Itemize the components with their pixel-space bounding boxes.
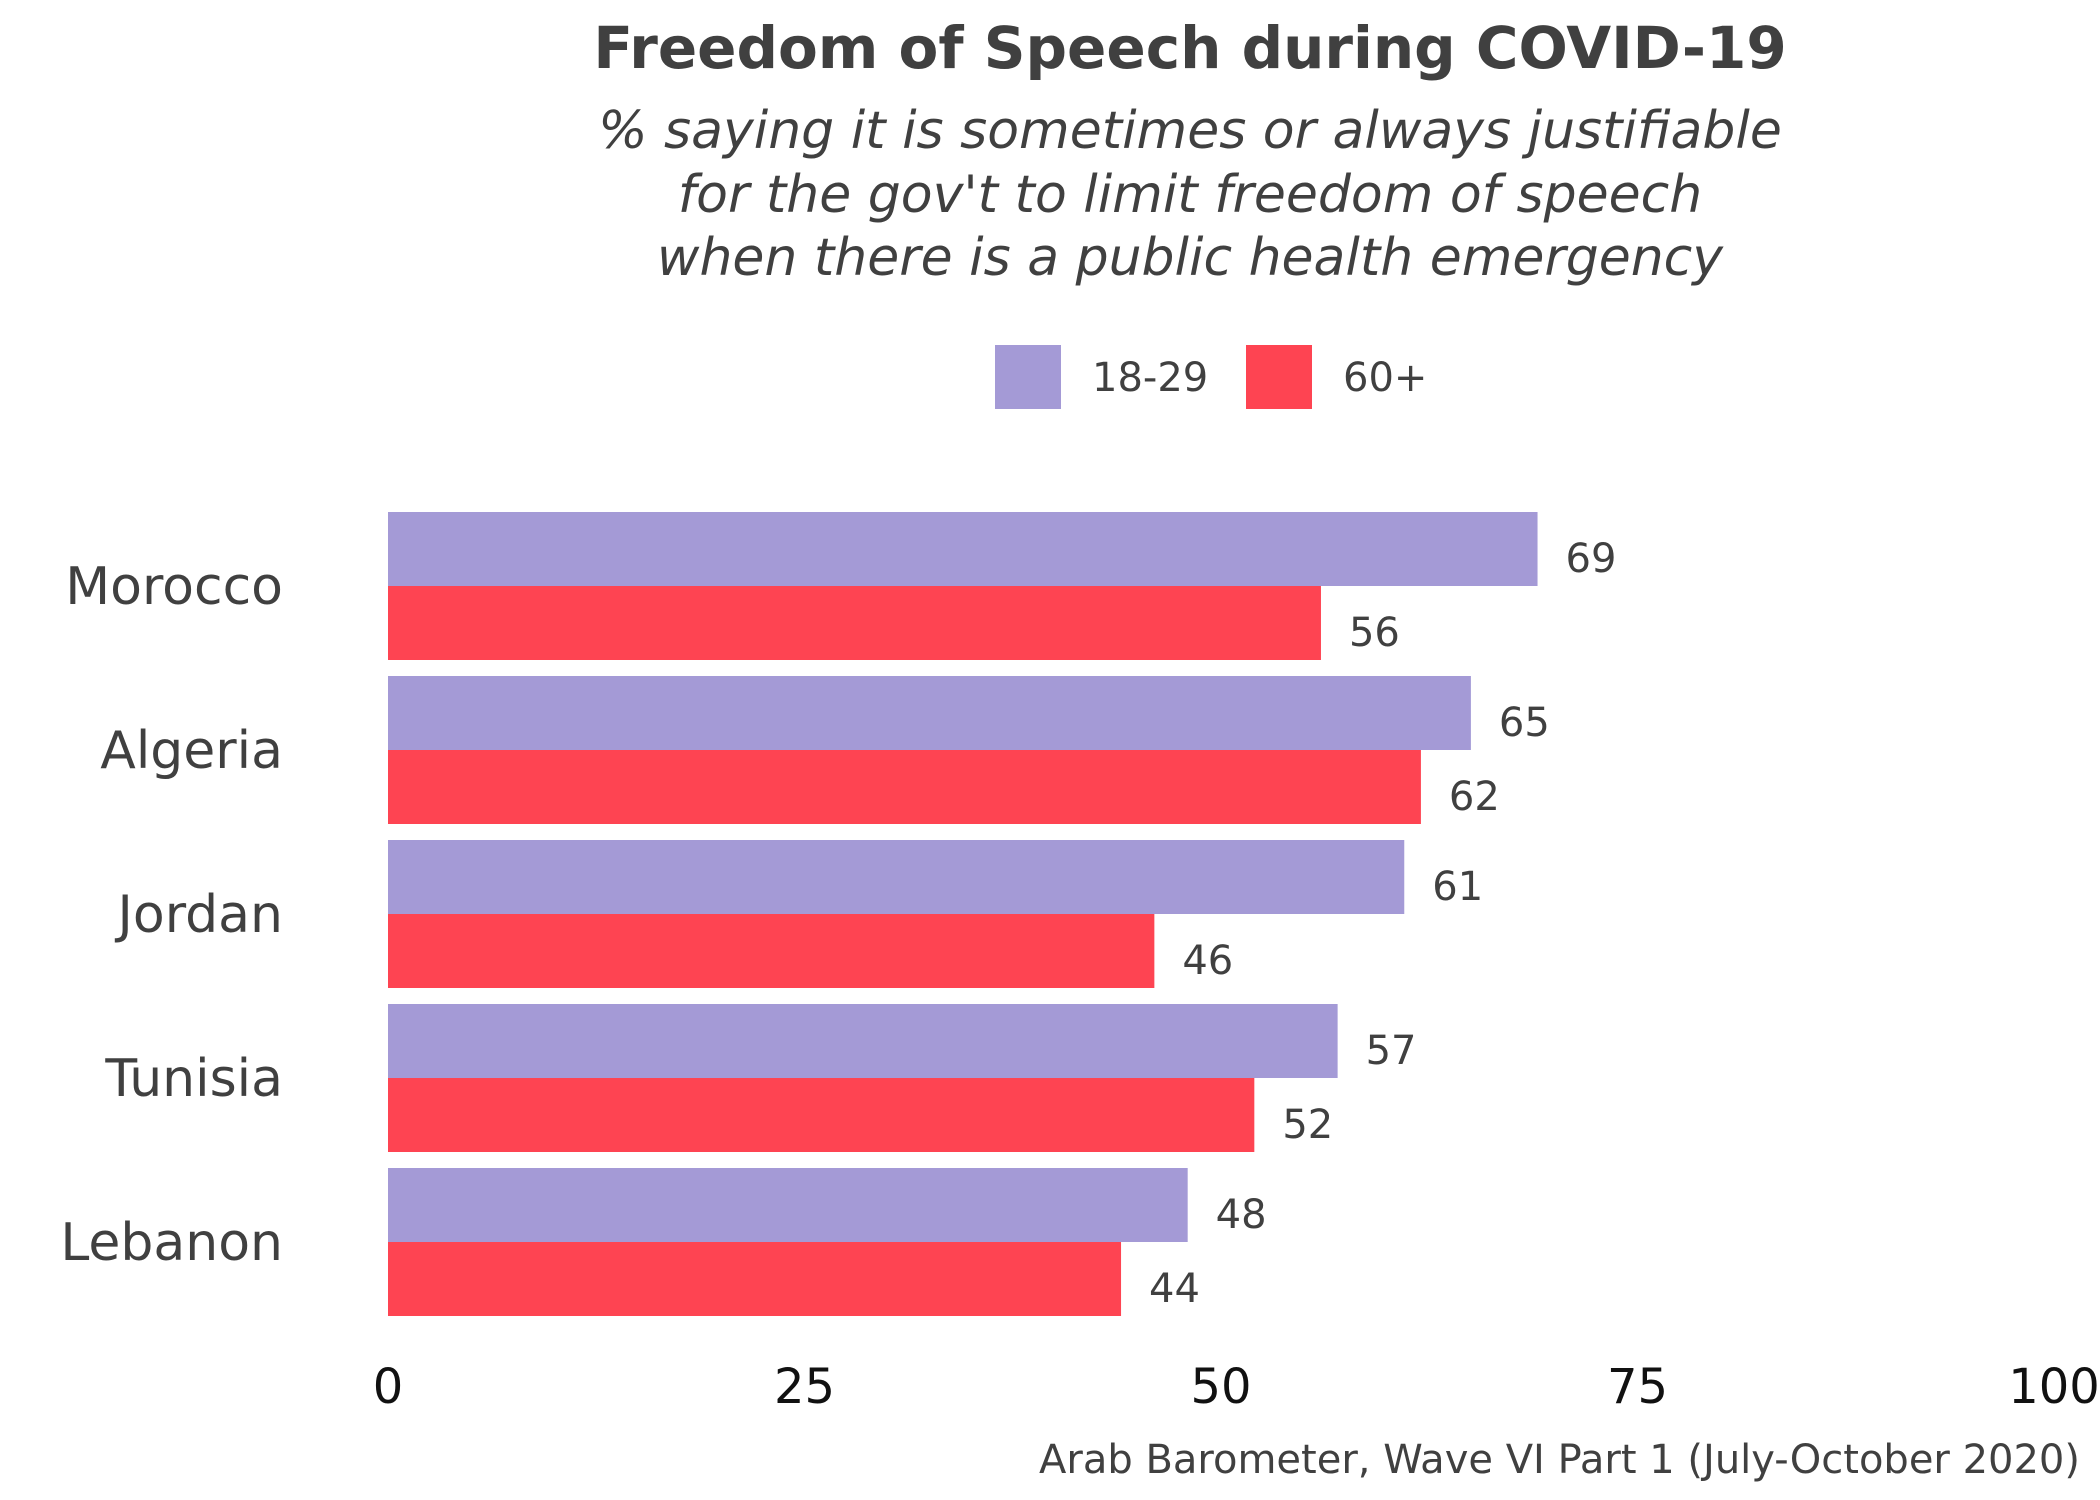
- value-label-jordan-60-plus: 46: [1182, 938, 1233, 984]
- bar-tunisia-18-29: [388, 1004, 1338, 1078]
- legend-label-18-29: 18-29: [1092, 355, 1208, 401]
- category-label-lebanon: Lebanon: [60, 1213, 283, 1273]
- chart-subtitle-line-2: for the gov't to limit freedom of speech: [678, 165, 1702, 225]
- bar-algeria-18-29: [388, 676, 1471, 750]
- legend-swatch-60-plus: [1246, 345, 1312, 409]
- bar-lebanon-60-plus: [388, 1242, 1122, 1316]
- bar-morocco-60-plus: [388, 586, 1321, 660]
- value-label-algeria-60-plus: 62: [1449, 774, 1500, 820]
- legend-label-60-plus: 60+: [1343, 355, 1427, 401]
- bar-morocco-18-29: [388, 512, 1538, 586]
- chart-subtitle-line-3: when there is a public health emergency: [657, 228, 1724, 288]
- value-label-tunisia-18-29: 57: [1366, 1028, 1417, 1074]
- plot-area: Morocco 69 56 Algeria 65 62 Jordan 61 46 Tunisia 5…: [60, 512, 2100, 1415]
- bar-jordan-60-plus: [388, 914, 1155, 988]
- bar-jordan-18-29: [388, 840, 1405, 914]
- bar-tunisia-60-plus: [388, 1078, 1255, 1152]
- value-label-lebanon-18-29: 48: [1216, 1192, 1267, 1238]
- value-label-jordan-18-29: 61: [1432, 864, 1483, 910]
- bar-algeria-60-plus: [388, 750, 1421, 824]
- chart-subtitle-line-1: % saying it is sometimes or always justi…: [598, 101, 1782, 161]
- value-label-algeria-18-29: 65: [1499, 700, 1550, 746]
- category-label-morocco: Morocco: [65, 557, 283, 617]
- x-tick-label-100: 100: [2008, 1359, 2100, 1415]
- legend: 18-29 60+: [995, 345, 1427, 409]
- value-label-morocco-60-plus: 56: [1349, 610, 1400, 656]
- x-tick-label-25: 25: [774, 1359, 835, 1415]
- x-tick-label-50: 50: [1190, 1359, 1251, 1415]
- value-label-lebanon-60-plus: 44: [1149, 1266, 1200, 1312]
- legend-swatch-18-29: [995, 345, 1061, 409]
- chart-title: Freedom of Speech during COVID-19: [593, 14, 1786, 82]
- category-label-tunisia: Tunisia: [104, 1049, 283, 1109]
- x-tick-label-0: 0: [373, 1359, 404, 1415]
- category-label-jordan: Jordan: [115, 885, 283, 945]
- value-label-morocco-18-29: 69: [1566, 536, 1617, 582]
- category-label-algeria: Algeria: [100, 721, 283, 781]
- x-tick-label-75: 75: [1607, 1359, 1668, 1415]
- value-label-tunisia-60-plus: 52: [1282, 1102, 1333, 1148]
- bar-lebanon-18-29: [388, 1168, 1188, 1242]
- source-caption: Arab Barometer, Wave VI Part 1 (July-Oct…: [1039, 1437, 2080, 1483]
